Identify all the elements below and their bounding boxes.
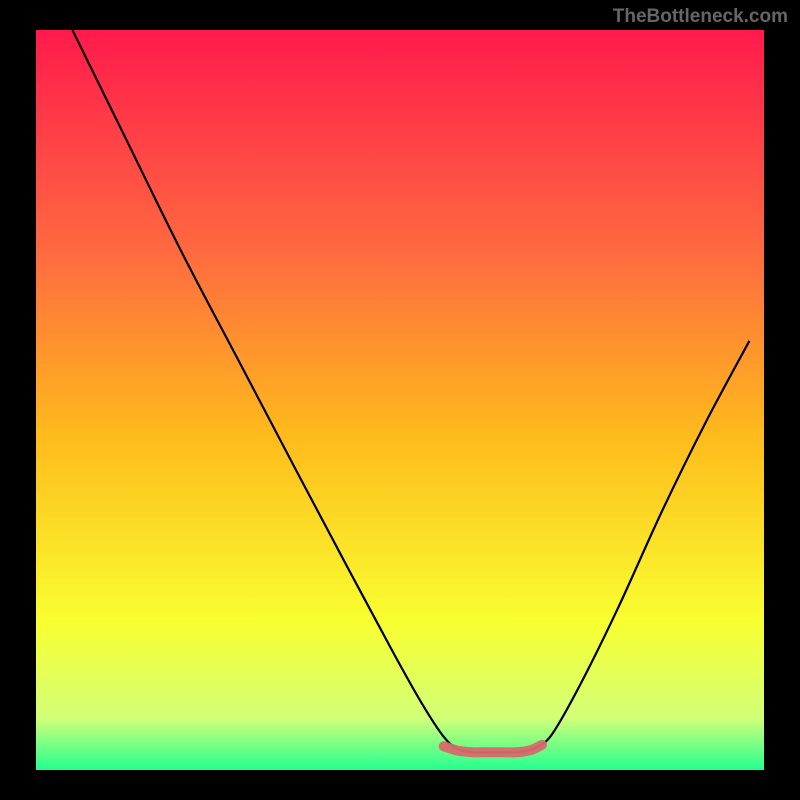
chart-container: TheBottleneck.com [0, 0, 800, 800]
curve-overlay [0, 0, 800, 800]
flat-highlight-path [444, 745, 542, 753]
watermark-text: TheBottleneck.com [613, 6, 788, 28]
bottleneck-curve-path [72, 30, 749, 752]
